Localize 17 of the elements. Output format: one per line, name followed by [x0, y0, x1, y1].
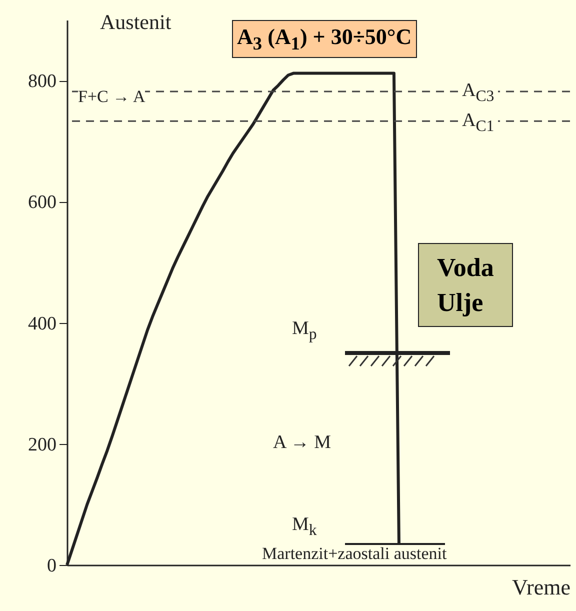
y-tick-label: 200 — [28, 434, 56, 456]
annotation: Voda — [437, 252, 494, 284]
y-tick-label: 0 — [47, 556, 56, 576]
annotation: Austenit — [100, 10, 172, 34]
annotation: F+C → A — [78, 87, 146, 106]
y-tick-label: 600 — [28, 192, 56, 214]
ref-line-label: A$_{C1}$ — [458, 110, 498, 135]
y-tick-label: 800 — [28, 71, 56, 92]
annotation: Martenzit+zaostali austenit — [262, 544, 447, 563]
annotation: A → M — [273, 432, 332, 453]
annotation: Ulje — [437, 287, 484, 320]
ref-line-label: A$_{C3}$ — [458, 80, 498, 106]
ref-line-label: M$_{p}$ — [292, 318, 317, 343]
annotation: A$_{3}$ (A$_{1}$) + 30÷50°C — [232, 20, 417, 58]
ref-line-label: M$_{k}$ — [292, 514, 317, 539]
x-axis-title: Vreme — [512, 574, 570, 600]
y-tick-label: 400 — [28, 313, 56, 334]
